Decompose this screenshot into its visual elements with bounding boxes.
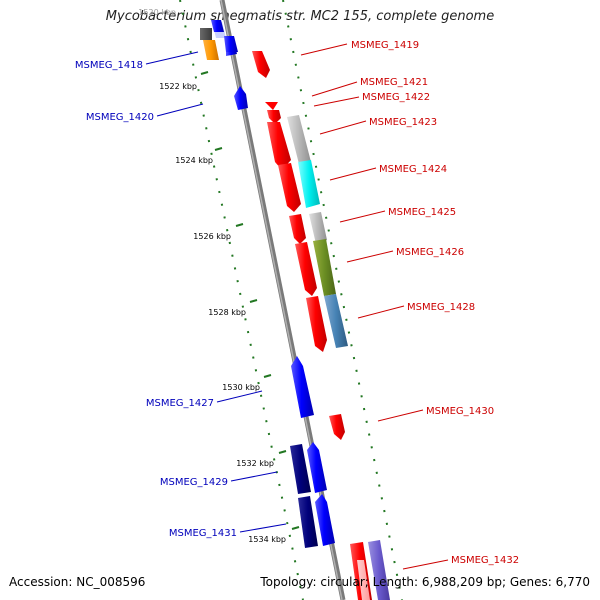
ruler-tick	[249, 299, 258, 303]
ruler-tick	[200, 71, 209, 75]
connector-msmeg-1427	[216, 390, 263, 403]
connector-msmeg-1432	[402, 559, 449, 570]
genome-title: Mycobacterium smegmatis str. MC2 155, co…	[105, 9, 495, 24]
gene-arrow-msmeg-1422[interactable]	[267, 110, 281, 124]
gene-arrow-msmeg-1428-steel	[324, 294, 348, 348]
gene-label-msmeg-1432[interactable]: MSMEG_1432	[451, 555, 519, 566]
gene-label-msmeg-1426[interactable]: MSMEG_1426	[396, 247, 464, 258]
genome-summary: Topology: circular; Length: 6,988,209 bp…	[260, 575, 590, 589]
connector-msmeg-1428	[357, 305, 405, 319]
gene-arrow-msmeg-1421[interactable]	[265, 102, 278, 110]
connector-msmeg-1429	[230, 471, 278, 482]
gene-label-msmeg-1427[interactable]: MSMEG_1427	[146, 398, 214, 409]
accession-label: Accession: NC_008596	[9, 575, 146, 589]
gene-arrow-msmeg-1424-cyan	[298, 160, 320, 208]
connector-msmeg-1421	[311, 81, 358, 97]
top-feature-cluster	[200, 20, 238, 60]
gene-arrow-msmeg-1426[interactable]	[295, 242, 317, 296]
connector-msmeg-1419	[300, 43, 348, 56]
gene-arrow-msmeg-1431a[interactable]	[298, 496, 318, 548]
feature-top-blue	[211, 20, 224, 32]
connector-msmeg-1420	[156, 103, 204, 117]
gene-arrow-msmeg-1428[interactable]	[306, 296, 327, 352]
gene-arrow-msmeg-1423[interactable]	[267, 122, 291, 170]
gene-arrow-msmeg-1427[interactable]	[291, 356, 314, 418]
ruler-label-1528: 1528 kbp	[208, 308, 246, 317]
gene-label-msmeg-1420[interactable]: MSMEG_1420	[86, 112, 154, 123]
connector-msmeg-1423	[319, 120, 367, 135]
gene-arrow-msmeg-1425-grey	[309, 212, 327, 244]
gene-label-msmeg-1424[interactable]: MSMEG_1424	[379, 164, 447, 175]
ruler-tick	[291, 526, 300, 530]
gene-label-msmeg-1421[interactable]: MSMEG_1421	[360, 77, 428, 88]
connector-msmeg-1425	[339, 210, 386, 223]
feature-blue-1418c	[224, 36, 238, 52]
ruler-tick	[235, 223, 244, 227]
feature-orange	[203, 40, 219, 60]
gene-label-msmeg-1418[interactable]: MSMEG_1418	[75, 60, 143, 71]
ruler	[200, 71, 300, 530]
gene-arrow-msmeg-1423-grey	[287, 115, 311, 164]
connector-msmeg-1431	[239, 523, 287, 533]
ruler-label-1524: 1524 kbp	[175, 156, 213, 165]
ruler-tick	[278, 450, 287, 454]
ruler-label-1534: 1534 kbp	[248, 535, 286, 544]
connector-msmeg-1430	[377, 409, 424, 422]
gene-label-msmeg-1419[interactable]: MSMEG_1419	[351, 40, 419, 51]
gene-label-msmeg-1428[interactable]: MSMEG_1428	[407, 302, 475, 313]
gene-arrow-msmeg-1432-pink	[357, 560, 370, 600]
connector-msmeg-1424	[329, 167, 377, 181]
connector-msmeg-1418	[145, 51, 199, 65]
connector-msmeg-1422	[313, 96, 360, 107]
gene-arrow-msmeg-1429a[interactable]	[290, 444, 311, 494]
gene-label-msmeg-1430[interactable]: MSMEG_1430	[426, 406, 494, 417]
gene-arrow-msmeg-1430[interactable]	[329, 414, 345, 440]
gene-arrow-msmeg-1425[interactable]	[289, 214, 306, 244]
ruler-label-1520: 1520 kbp	[138, 8, 176, 17]
ruler-tick	[214, 147, 223, 151]
gene-label-msmeg-1422[interactable]: MSMEG_1422	[362, 92, 430, 103]
gene-label-msmeg-1429[interactable]: MSMEG_1429	[160, 477, 228, 488]
ruler-label-1530: 1530 kbp	[222, 383, 260, 392]
gene-arrow-msmeg-1429[interactable]	[307, 442, 327, 493]
gene-arrow-msmeg-1424[interactable]	[278, 163, 301, 212]
ruler-label-1526: 1526 kbp	[193, 232, 231, 241]
gene-arrow-msmeg-1431[interactable]	[315, 494, 335, 546]
connector-msmeg-1426	[346, 250, 394, 263]
gene-label-msmeg-1423[interactable]: MSMEG_1423	[369, 117, 437, 128]
gene-arrow-msmeg-1419[interactable]	[252, 51, 270, 78]
gene-arrow-msmeg-1432-lavender	[368, 540, 390, 600]
ruler-label-1532: 1532 kbp	[236, 459, 274, 468]
gene-arrow-msmeg-1420[interactable]	[234, 86, 248, 110]
ruler-tick	[263, 374, 272, 378]
ruler-labels: 1520 kbp 1522 kbp 1524 kbp 1526 kbp 1528…	[138, 8, 286, 544]
gene-label-msmeg-1431[interactable]: MSMEG_1431	[169, 528, 237, 539]
gene-arrow-msmeg-1426-olive	[313, 239, 336, 296]
ruler-label-1522: 1522 kbp	[159, 82, 197, 91]
gene-label-msmeg-1425[interactable]: MSMEG_1425	[388, 207, 456, 218]
feature-top-grey	[200, 28, 212, 40]
